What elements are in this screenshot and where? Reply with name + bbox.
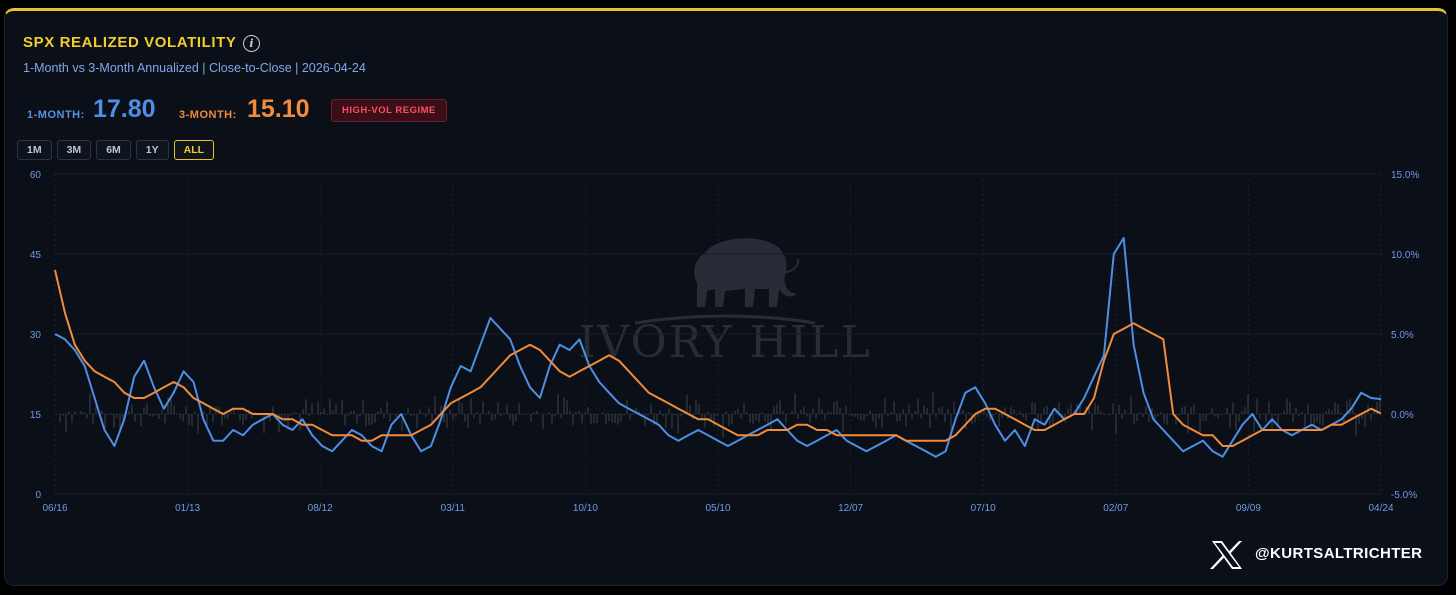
range-button-1m[interactable]: 1M [17,140,52,160]
x-tick-label: 08/12 [308,503,333,514]
x-logo-icon [1210,541,1242,569]
series-line-three-month [54,269,1382,447]
y2-tick-label: 5.0% [1391,330,1414,341]
info-icon[interactable]: i [243,35,260,52]
y-tick-label: 0 [35,490,41,501]
x-tick-label: 02/07 [1103,503,1128,514]
range-button-1y[interactable]: 1Y [135,140,169,160]
y-tick-label: 45 [30,250,42,261]
series-line-one-month [54,237,1382,458]
regime-badge: HIGH-VOL REGIME [331,99,447,122]
series-lines [54,237,1382,458]
x-tick-label: 03/11 [441,503,466,514]
chart-subtitle: 1-Month vs 3-Month Annualized | Close-to… [23,61,366,75]
one-month-value: 17.80 [93,95,156,123]
three-month-label: 3-MONTH: [179,109,237,121]
y-axis-left: 0 15 30 45 60 [30,170,42,501]
watermark-swoosh [634,314,816,325]
range-button-6m[interactable]: 6M [96,140,131,160]
x-tick-label: 06/16 [42,503,67,514]
three-month-value: 15.10 [247,95,310,123]
y-tick-label: 60 [30,170,42,181]
watermark-text: IVORY HILL [578,317,871,368]
x-tick-label: 01/13 [175,503,200,514]
x-tick-label: 04/24 [1368,503,1393,514]
range-button-3m[interactable]: 3M [56,140,92,160]
y2-tick-label: 10.0% [1391,250,1419,261]
chart-panel: IVORY HILL 0 15 30 45 60 -5.0% 0.0% 5.0% 10.0% 1… [4,8,1448,586]
y-tick-label: 30 [30,330,42,341]
range-selector: 1M 3M 6M 1Y ALL [17,140,215,160]
x-tick-label: 05/10 [705,503,730,514]
x-tick-label: 10/10 [573,503,598,514]
chart-title: SPX REALIZED VOLATILITY [23,34,237,51]
author-handle: @KURTSALTRICHTER [1255,545,1423,562]
watermark: IVORY HILL [578,238,871,368]
x-axis: 06/16 01/13 08/12 03/11 10/10 05/10 12/07 07/10… [42,503,1393,514]
elephant-icon [694,238,800,307]
range-button-all[interactable]: ALL [173,140,215,160]
x-tick-label: 07/10 [971,503,996,514]
chart-grid [54,173,1382,495]
x-tick-label: 09/09 [1236,503,1261,514]
y-axis-right: -5.0% 0.0% 5.0% 10.0% 15.0% [1391,170,1419,501]
y2-tick-label: 0.0% [1391,410,1414,421]
volatility-chart: IVORY HILL 0 15 30 45 60 -5.0% 0.0% 5.0% 10.0% 1… [30,170,1420,514]
one-month-label: 1-MONTH: [27,109,85,121]
y2-tick-label: 15.0% [1391,170,1419,181]
y2-tick-label: -5.0% [1391,490,1417,501]
y-tick-label: 15 [30,410,42,421]
x-tick-label: 12/07 [838,503,863,514]
